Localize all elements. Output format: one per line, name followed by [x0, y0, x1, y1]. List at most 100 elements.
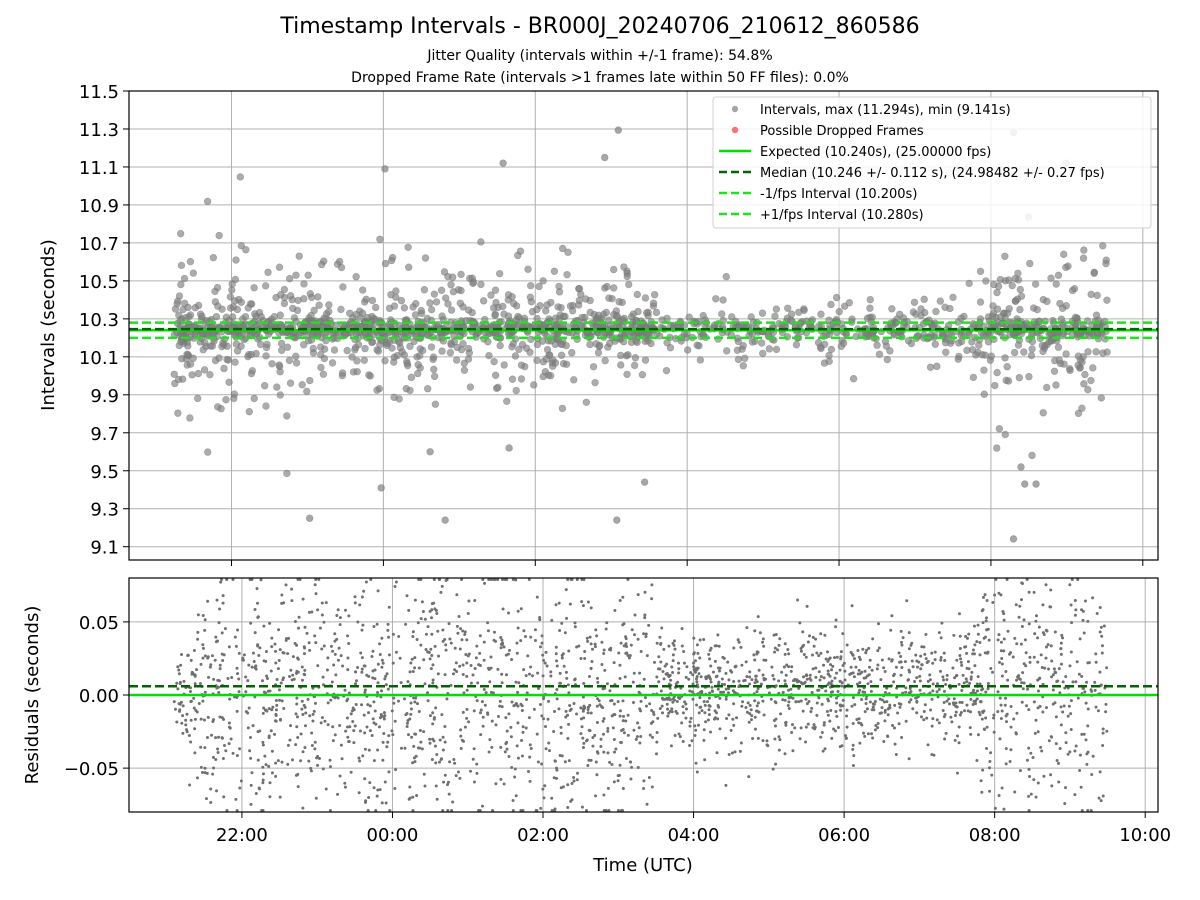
residual-point [817, 688, 821, 692]
residual-point [206, 656, 210, 660]
residual-point [893, 742, 897, 746]
residual-point [1067, 704, 1071, 708]
residual-point [644, 696, 648, 700]
residual-point [1073, 793, 1077, 797]
residual-point [981, 621, 985, 625]
residual-point [1090, 689, 1094, 693]
residual-point [335, 614, 339, 618]
residual-point [1064, 786, 1068, 790]
residual-point [540, 641, 544, 645]
residual-point [344, 729, 348, 733]
residual-point [363, 690, 367, 694]
interval-point [1028, 345, 1036, 353]
residual-point [694, 761, 698, 765]
residual-point [984, 619, 988, 623]
residual-point [601, 732, 605, 736]
residual-point [489, 690, 493, 694]
interval-point [516, 247, 525, 255]
residual-point [563, 760, 567, 764]
residual-point [967, 667, 971, 671]
residual-point [684, 675, 688, 679]
residual-point [506, 611, 510, 615]
residual-point [730, 751, 734, 755]
residual-point [662, 647, 666, 651]
interval-point [315, 301, 323, 309]
residual-point [1094, 660, 1098, 664]
residual-point [671, 653, 675, 657]
interval-point [562, 360, 571, 368]
intervals-panel: 9.19.39.59.79.910.110.310.510.710.911.11… [79, 82, 1159, 566]
residual-point [992, 713, 996, 717]
residual-point [710, 689, 714, 693]
residual-point [899, 673, 903, 677]
residual-point [612, 661, 616, 665]
residual-point [870, 732, 874, 736]
residual-point [883, 708, 887, 712]
residual-point [911, 665, 915, 669]
residual-point [1004, 747, 1008, 751]
residual-point [560, 656, 564, 660]
residual-point [203, 628, 207, 632]
residual-point [655, 730, 659, 734]
residual-point [415, 638, 419, 642]
residual-point [387, 734, 391, 738]
residual-point [520, 709, 524, 713]
residual-point [378, 788, 382, 792]
interval-point [980, 366, 988, 374]
residual-point [294, 743, 298, 747]
residual-point [822, 723, 826, 727]
residual-point [463, 633, 467, 637]
interval-point [586, 308, 594, 317]
residual-point [274, 774, 278, 778]
residual-point [629, 760, 633, 764]
residual-point [904, 690, 908, 694]
residual-point [586, 764, 590, 768]
residual-point [1100, 651, 1104, 655]
residual-point [323, 719, 327, 723]
residual-point [1019, 598, 1023, 602]
residual-point [1013, 790, 1017, 794]
residual-point [202, 718, 206, 722]
residual-point [372, 700, 376, 704]
interval-point [1079, 254, 1088, 262]
residual-point [781, 698, 785, 702]
residual-point [367, 748, 371, 752]
interval-point [348, 353, 356, 361]
residual-point [1080, 674, 1084, 678]
interval-point [285, 274, 294, 283]
residual-point [553, 759, 557, 763]
residual-point [713, 709, 717, 713]
dropped-frame-rate-subtitle: Dropped Frame Rate (intervals >1 frames … [351, 70, 849, 86]
residual-point [593, 642, 597, 646]
residual-point [650, 583, 654, 587]
residual-point [416, 621, 420, 625]
residual-point [261, 711, 265, 715]
residual-point [919, 654, 923, 658]
residual-point [647, 776, 651, 780]
residual-point [189, 740, 193, 744]
residual-point [249, 621, 253, 625]
residual-point [762, 644, 766, 648]
residual-point [433, 744, 437, 748]
residual-point [621, 595, 625, 599]
interval-point [203, 197, 212, 206]
interval-point [1068, 286, 1077, 295]
interval-point [283, 469, 291, 478]
residual-point [320, 716, 324, 720]
residual-point [351, 706, 355, 710]
residual-point [851, 743, 855, 747]
residuals-ytick-label: 0.05 [79, 613, 119, 634]
residual-point [566, 805, 570, 809]
residual-point [261, 765, 265, 769]
residual-point [1058, 746, 1062, 750]
residual-point [412, 744, 416, 748]
interval-point [184, 342, 192, 350]
interval-point [1076, 356, 1085, 364]
residual-point [660, 626, 664, 630]
residual-point [394, 650, 398, 654]
interval-point [438, 347, 446, 355]
interval-point [208, 342, 217, 350]
residual-point [982, 727, 986, 731]
residual-point [950, 720, 954, 724]
residual-point [503, 750, 507, 754]
